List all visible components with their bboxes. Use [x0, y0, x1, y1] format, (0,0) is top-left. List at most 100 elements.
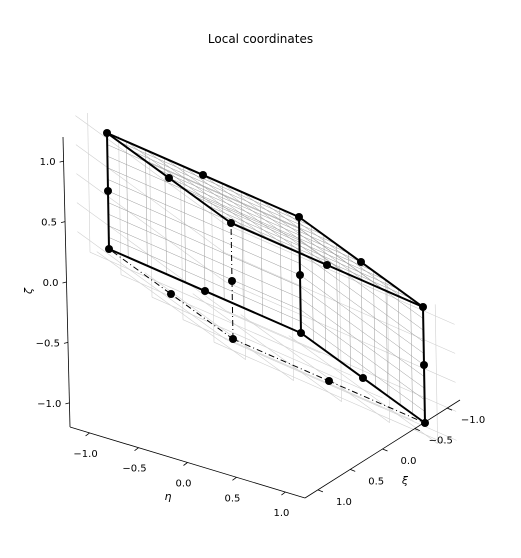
front-face-gridline [107, 167, 300, 253]
pane-gridline [118, 135, 122, 275]
node-point [421, 419, 429, 427]
xi-tick-mark [446, 407, 453, 411]
pane-gridline [87, 112, 91, 253]
zeta-tick-mark [60, 221, 66, 223]
side-face-gridline [311, 225, 314, 343]
front-face-gridline [107, 155, 300, 241]
top-face-gridline [279, 208, 404, 299]
visible-edges [106, 132, 426, 424]
pane-gridline [89, 251, 321, 354]
pane-gridline [386, 283, 390, 423]
xi-tick-mark [317, 489, 324, 493]
top-face-gridline [144, 159, 337, 245]
eta-tick-label: −0.5 [122, 464, 146, 475]
axes-group: −1.0 −0.5 0.0 0.5 1.0 η −1.0 −0.5 0.0 0.5 1.0 ξ −1.0… [22, 136, 485, 519]
eta-tick-mark [183, 462, 188, 466]
front-face-gridline [221, 183, 225, 300]
zeta-tick-label: −1.0 [37, 399, 61, 410]
eta-tick-label: −1.0 [73, 449, 97, 460]
pane-gridline [76, 173, 226, 282]
top-face-gridline [156, 168, 349, 254]
node-point [297, 329, 305, 337]
zeta-tick-mark [65, 402, 70, 405]
pane-gridline [75, 144, 225, 253]
node-point [167, 290, 175, 298]
zeta-tick-mark [59, 160, 64, 163]
face-grid [106, 132, 426, 424]
xi-tick-label: −0.5 [429, 436, 453, 447]
node-point [357, 258, 365, 266]
xi-tick-mark [350, 469, 356, 472]
node-point [229, 335, 237, 343]
pane-gridline [75, 115, 225, 224]
pane-gridline [224, 223, 455, 325]
eta-tick-mark [134, 447, 139, 452]
xi-tick-mark [382, 448, 388, 452]
eta-tick-label: 0.5 [225, 493, 241, 504]
node-point [227, 219, 235, 227]
chart-title: Local coordinates [207, 32, 314, 46]
zeta-tick-label: 1.0 [40, 157, 56, 168]
side-face-gridline [299, 239, 424, 331]
front-face-gridline [107, 144, 300, 229]
pane-gridline [288, 335, 438, 444]
node-point [359, 374, 367, 382]
node-point [228, 277, 236, 285]
node-point [103, 129, 111, 137]
pane-gridline [434, 304, 438, 444]
top-face-gridline [260, 199, 385, 291]
node-point [420, 361, 428, 369]
side-face-gridline [348, 252, 351, 370]
xi-axis-label: ξ [401, 474, 409, 487]
hidden-edges [108, 222, 426, 424]
side-face-gridline [323, 234, 327, 352]
side-face-gridline [299, 263, 424, 354]
top-face-gridline [202, 174, 328, 266]
node-point [201, 287, 209, 295]
xi-tick-label: −1.0 [461, 415, 485, 426]
front-face-gridline [260, 200, 263, 317]
front-face-gridline [107, 179, 300, 264]
side-face-gridline [299, 274, 425, 366]
eta-tick-mark [232, 476, 237, 481]
node-point [105, 245, 113, 253]
eta-tick-mark [281, 491, 286, 496]
eta-tick-mark [85, 432, 90, 437]
side-face-gridline [335, 243, 339, 361]
side-face-gridline [299, 251, 424, 343]
node-point [325, 377, 333, 385]
node-point [104, 187, 112, 195]
zeta-tick-mark [62, 281, 67, 284]
top-face-gridline [241, 191, 366, 283]
top-face-gridline [222, 183, 347, 274]
node-point [419, 303, 427, 311]
top-face-gridline [131, 150, 324, 236]
node-point [199, 171, 207, 179]
top-face-gridline [119, 141, 312, 227]
xi-tick-mark [414, 428, 420, 431]
node-point [296, 271, 304, 279]
front-face-gridline [241, 191, 244, 308]
xi-tick-label: 0.0 [401, 456, 417, 467]
node-point [165, 174, 173, 182]
zeta-tick-label: 0.5 [41, 218, 57, 229]
pane-gridline [120, 274, 352, 376]
pane-gridline [192, 293, 342, 402]
zeta-tick-label: −0.5 [36, 338, 60, 349]
side-face-gridline [299, 228, 424, 319]
xi-tick-label: 1.0 [336, 497, 352, 508]
zeta-tick-label: 0.0 [43, 278, 59, 289]
pane-gridline [225, 281, 456, 383]
zeta-tick-mark [63, 342, 69, 344]
nodes [103, 129, 429, 427]
zeta-axis-label: ζ [22, 287, 35, 295]
eta-tick-label: 0.0 [176, 479, 192, 490]
pane-gridline [240, 314, 390, 423]
xi-tick-label: 0.5 [368, 476, 384, 487]
front-face-gridline [279, 208, 283, 325]
node-point [323, 261, 331, 269]
hidden-edge [230, 222, 234, 340]
eta-tick-label: 1.0 [273, 508, 289, 519]
node-point [295, 213, 303, 221]
